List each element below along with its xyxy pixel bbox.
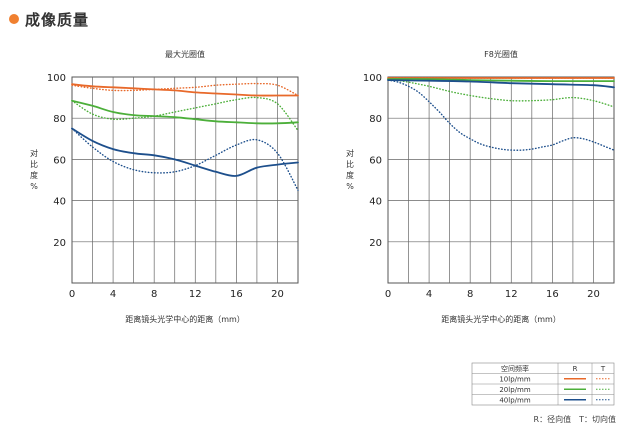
y-axis-label-char: %: [30, 182, 38, 191]
x-tick-label: 8: [467, 289, 473, 300]
series-line-20lp-mm-t: [387, 78, 615, 108]
legend-row-label: 40lp/mm: [499, 397, 530, 405]
y-axis-label-char: 比: [346, 159, 354, 169]
chart-title: F8光圈值: [484, 49, 518, 59]
y-tick-label: 80: [53, 114, 66, 125]
y-tick-label: 100: [363, 73, 382, 84]
legend-row-label: 10lp/mm: [499, 376, 530, 384]
y-tick-label: 20: [53, 238, 66, 249]
x-tick-label: 20: [271, 289, 284, 300]
y-tick-label: 40: [53, 197, 66, 208]
x-tick-label: 16: [546, 289, 559, 300]
legend-header-freq: 空间频率: [501, 364, 529, 373]
plot-frame: [387, 76, 615, 284]
series-line-10lp-mm-r: [71, 83, 299, 97]
y-axis-label-char: 度: [346, 170, 354, 180]
series-line-10lp-mm-t: [71, 82, 299, 97]
y-tick-label: 60: [369, 155, 382, 166]
series-line-20lp-mm-r: [387, 78, 615, 83]
legend-header-t: T: [600, 365, 606, 373]
chart-title: 最大光圈值: [165, 49, 205, 59]
y-axis-label-char: %: [346, 182, 354, 191]
x-axis-label: 距离镜头光学中心的距离（mm）: [441, 314, 561, 324]
series-line-40lp-mm-r: [71, 127, 299, 177]
y-axis-label-char: 度: [30, 170, 38, 180]
y-tick-label: 40: [369, 197, 382, 208]
series-line-20lp-mm-r: [71, 99, 299, 125]
plot-frame: [71, 76, 299, 284]
legend-header-r: R: [573, 365, 578, 373]
y-tick-label: 80: [369, 114, 382, 125]
x-tick-label: 0: [69, 289, 75, 300]
x-tick-label: 20: [587, 289, 600, 300]
section-title: 成像质量: [25, 10, 90, 29]
x-axis-label: 距离镜头光学中心的距离（mm）: [125, 314, 245, 324]
x-tick-label: 8: [151, 289, 157, 300]
y-axis-label-char: 比: [30, 159, 38, 169]
x-tick-label: 12: [505, 289, 518, 300]
chart-2: 0 4 8 12 16 20 20 40 60 80 100 F8光圈值距离镜头光学中心的距离（mm）…: [346, 49, 615, 324]
legend-row-label: 20lp/mm: [499, 386, 530, 394]
y-axis-label-char: 对: [30, 148, 38, 158]
y-tick-label: 60: [53, 155, 66, 166]
series-line-40lp-mm-r: [387, 79, 615, 89]
chart-1: 0 4 8 12 16 20 20 40 60 80 100 最大光圈值距离镜头光学中心的距离（mm）…: [30, 49, 299, 324]
x-tick-label: 12: [189, 289, 202, 300]
y-axis-label-char: 对: [346, 148, 354, 158]
x-tick-label: 4: [426, 289, 432, 300]
y-tick-label: 100: [47, 73, 66, 84]
x-tick-label: 16: [230, 289, 243, 300]
x-tick-label: 4: [110, 289, 116, 300]
x-tick-label: 0: [385, 289, 391, 300]
y-tick-label: 20: [369, 238, 382, 249]
bullet-dot-icon: [9, 14, 19, 24]
series-line-40lp-mm-t: [387, 79, 615, 151]
series-line-40lp-mm-t: [71, 127, 299, 191]
series-line-20lp-mm-t: [71, 96, 299, 132]
legend-table: 空间频率 R T 10lp/mm 20lp/mm 40lp/mm: [471, 362, 615, 406]
legend-note: R：径向值 T：切向值: [533, 415, 616, 424]
section-header: 成像质量: [9, 8, 89, 30]
